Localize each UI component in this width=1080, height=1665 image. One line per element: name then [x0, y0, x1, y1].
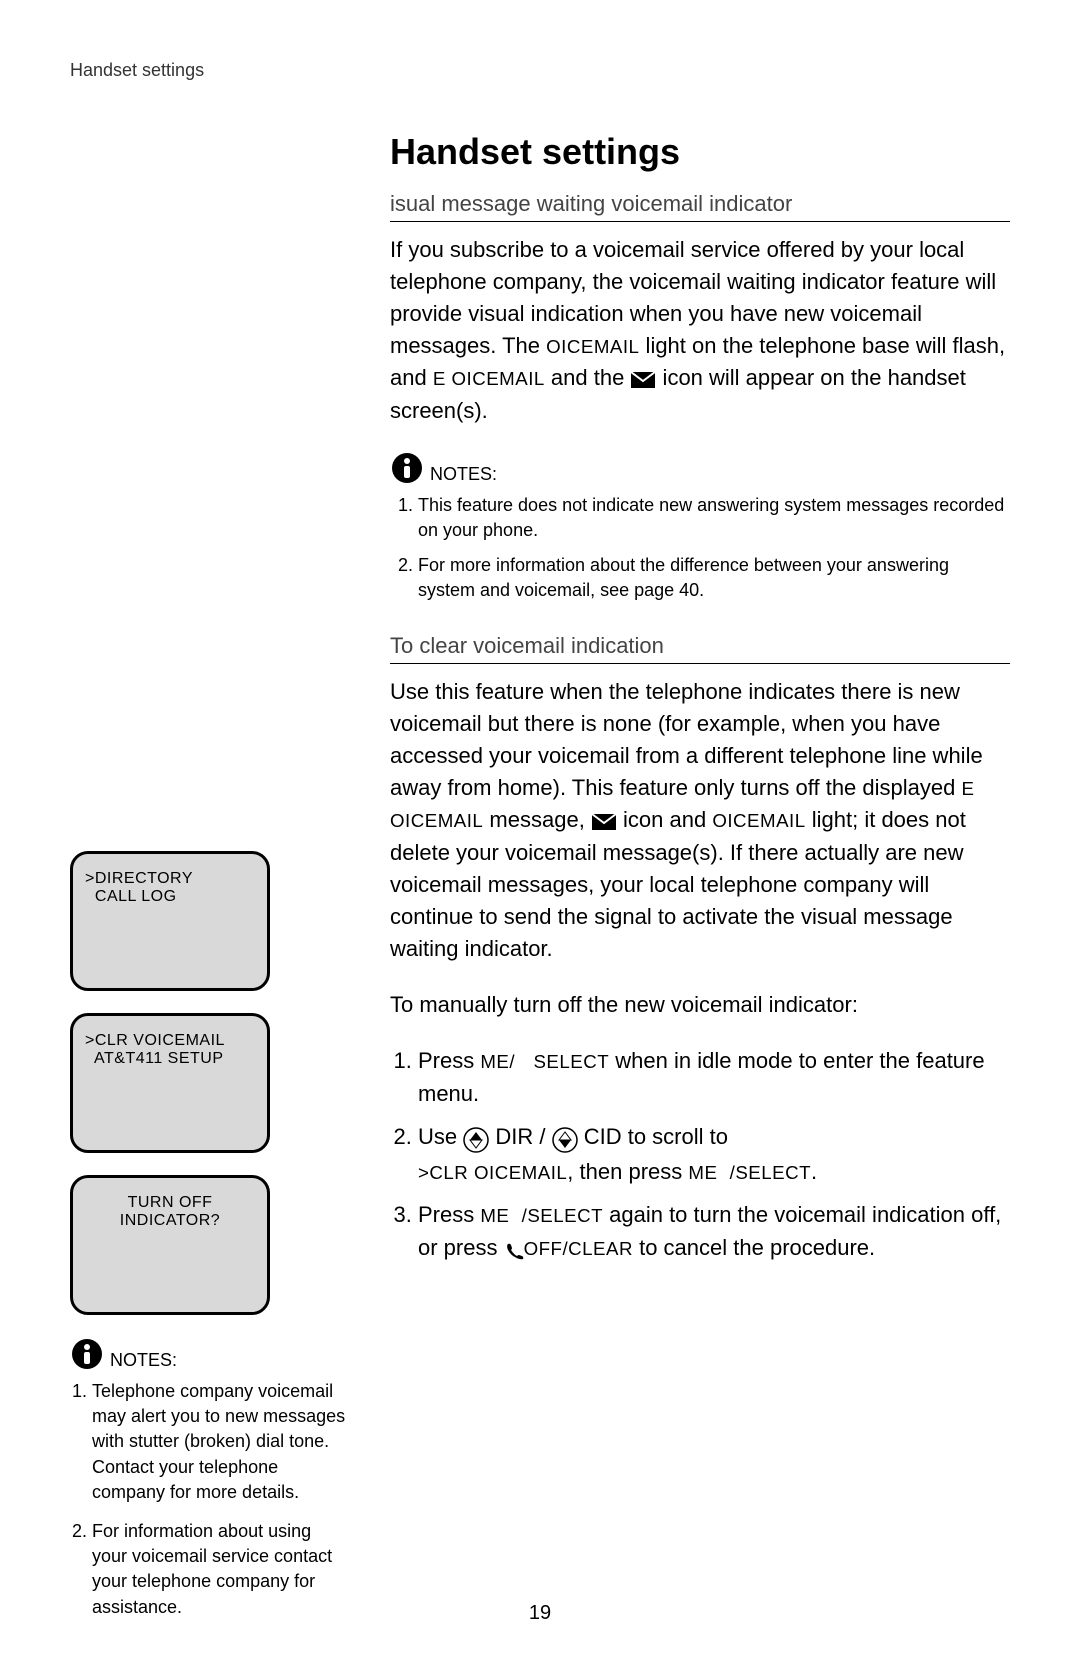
step-3: Press ME /SELECT again to turn the voice… — [418, 1198, 1010, 1266]
info-icon — [390, 451, 424, 485]
notes-heading: NOTES: — [70, 1337, 350, 1371]
text-run: DIR / — [489, 1124, 551, 1149]
side-notes-list: Telephone company voicemail may alert yo… — [70, 1379, 350, 1620]
text-run: to scroll to — [622, 1124, 728, 1149]
key-select: /SELECT — [522, 1205, 603, 1226]
screen-line: >DIRECTORY — [85, 870, 255, 888]
main-notes-list: This feature does not indicate new answe… — [390, 493, 1010, 604]
down-arrow-icon — [552, 1122, 578, 1155]
screen-line: CALL LOG — [85, 888, 255, 906]
key-clear: /CLEAR — [562, 1238, 633, 1259]
screen-line: TURN OFF — [85, 1194, 255, 1212]
lcd-screen-2: >CLR VOICEMAIL AT&T411 SETUP — [70, 1013, 270, 1153]
lcd-screen-3: TURN OFF INDICATOR? — [70, 1175, 270, 1315]
text-run: Press — [418, 1202, 480, 1227]
lcd-screen-1: >DIRECTORY CALL LOG — [70, 851, 270, 991]
key-select: SELECT — [533, 1051, 609, 1072]
text-run: Use — [418, 1124, 463, 1149]
note-item: Telephone company voicemail may alert yo… — [92, 1379, 350, 1505]
steps-lead-in: To manually turn off the new voicemail i… — [390, 989, 1010, 1021]
info-icon — [70, 1337, 104, 1371]
e-caps: E — [961, 778, 974, 799]
text-run: Press — [418, 1048, 480, 1073]
note-item: For more information about the differenc… — [418, 553, 1010, 603]
key-off: OFF — [524, 1238, 563, 1259]
page-title: Handset settings — [390, 131, 1010, 173]
notes-heading: NOTES: — [390, 451, 1010, 485]
voicemail-caps: OICEMAIL — [546, 336, 639, 357]
key-me: ME — [688, 1162, 717, 1183]
envelope-icon — [630, 363, 656, 395]
text-run: Use this feature when the telephone indi… — [390, 679, 983, 800]
voicemail-caps: OICEMAIL — [712, 810, 805, 831]
text-run: message, — [483, 807, 591, 832]
text-run: CID — [578, 1124, 622, 1149]
running-head: Handset settings — [70, 60, 1010, 81]
right-column: Handset settings isual message waiting v… — [390, 131, 1010, 1650]
notes-label: NOTES: — [110, 1350, 177, 1371]
key-me: ME — [480, 1205, 509, 1226]
section1-paragraph: If you subscribe to a voicemail service … — [390, 234, 1010, 427]
text-run: and the — [545, 365, 631, 390]
phone-off-icon — [504, 1233, 524, 1266]
section-heading: isual message waiting voicemail indicato… — [390, 191, 1010, 222]
left-column: >DIRECTORY CALL LOG >CLR VOICEMAIL AT&T4… — [70, 131, 350, 1650]
key-me: ME/ — [480, 1051, 515, 1072]
manual-page: Handset settings >DIRECTORY CALL LOG >CL… — [0, 0, 1080, 1665]
text-run: to cancel the procedure. — [633, 1235, 875, 1260]
voicemail-caps: OICEMAIL — [390, 810, 483, 831]
screen-line: AT&T411 SETUP — [85, 1050, 255, 1068]
e-voicemail-caps: E OICEMAIL — [433, 368, 545, 389]
section2-paragraph: Use this feature when the telephone indi… — [390, 676, 1010, 964]
screen-line: INDICATOR? — [85, 1212, 255, 1230]
envelope-icon — [591, 805, 617, 837]
text-run: icon and — [617, 807, 712, 832]
screen-line: >CLR VOICEMAIL — [85, 1032, 255, 1050]
side-notes: NOTES: Telephone company voicemail may a… — [70, 1337, 350, 1620]
note-item: This feature does not indicate new answe… — [418, 493, 1010, 543]
up-arrow-icon — [463, 1122, 489, 1155]
text-run: . — [811, 1159, 817, 1184]
procedure-steps: Press ME/ SELECT when in idle mode to en… — [390, 1044, 1010, 1265]
section-heading: To clear voicemail indication — [390, 633, 1010, 664]
text-run: , then press — [567, 1159, 688, 1184]
key-clr-voicemail: >CLR OICEMAIL — [418, 1162, 567, 1183]
step-1: Press ME/ SELECT when in idle mode to en… — [418, 1044, 1010, 1110]
step-2: Use DIR / CID to scroll to >CLR OICEMAIL… — [418, 1120, 1010, 1188]
main-notes: NOTES: This feature does not indicate ne… — [390, 451, 1010, 604]
page-number: 19 — [0, 1602, 1080, 1625]
two-column-layout: >DIRECTORY CALL LOG >CLR VOICEMAIL AT&T4… — [70, 131, 1010, 1650]
notes-label: NOTES: — [430, 464, 497, 485]
key-select: /SELECT — [730, 1162, 811, 1183]
